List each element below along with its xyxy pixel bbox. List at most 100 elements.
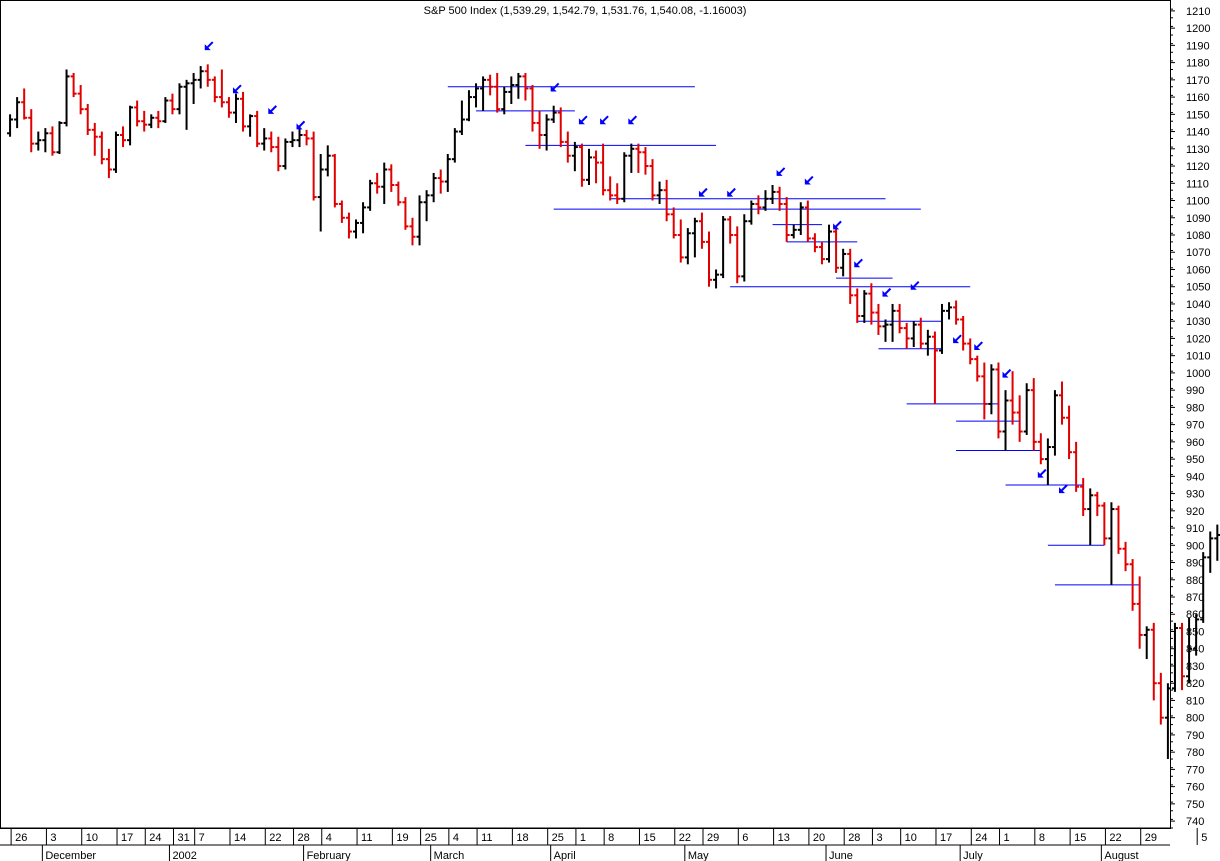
ohlc-bar bbox=[289, 131, 296, 148]
ohlc-bar bbox=[1101, 502, 1108, 546]
ohlc-bar bbox=[790, 224, 797, 239]
y-tick-label: 1200 bbox=[1186, 23, 1210, 35]
price-axis: 740 750 760 770 780 790 800 810 820 830 840 850 860 8… bbox=[1170, 6, 1210, 829]
x-month-label: March bbox=[434, 850, 465, 861]
x-day-label: 24 bbox=[975, 832, 987, 844]
ohlc-bar bbox=[734, 226, 741, 284]
ohlc-bar bbox=[840, 248, 847, 277]
x-day-label: 31 bbox=[178, 832, 190, 844]
ohlc-bar bbox=[1059, 381, 1065, 425]
arrow-head bbox=[268, 107, 275, 114]
x-day-label: 28 bbox=[848, 832, 860, 844]
ohlc-bar bbox=[1002, 390, 1009, 451]
y-tick-label: 930 bbox=[1186, 489, 1204, 501]
ohlc-bar bbox=[656, 181, 663, 204]
arrow-head bbox=[776, 169, 783, 176]
ohlc-bar bbox=[268, 131, 275, 153]
x-day-label: 8 bbox=[1039, 832, 1045, 844]
ohlc-bar bbox=[875, 303, 882, 335]
ohlc-bar bbox=[889, 303, 896, 342]
x-day-label: 19 bbox=[396, 832, 408, 844]
x-day-label: 10 bbox=[86, 832, 98, 844]
x-day-label: 6 bbox=[742, 832, 748, 844]
ohlc-bar bbox=[578, 143, 585, 187]
x-day-label: 29 bbox=[707, 832, 719, 844]
ohlc-bar bbox=[698, 212, 705, 249]
ohlc-bar bbox=[204, 64, 211, 87]
down-left-arrow-icon bbox=[833, 220, 842, 230]
ohlc-bar bbox=[112, 131, 119, 173]
ohlc-bar bbox=[56, 121, 63, 154]
ohlc-bar bbox=[783, 197, 790, 242]
down-left-arrow-icon bbox=[882, 287, 892, 297]
ohlc-bar bbox=[49, 126, 56, 156]
ohlc-bar bbox=[1186, 617, 1193, 684]
x-day-label: 3 bbox=[876, 832, 882, 844]
ohlc-bar bbox=[430, 172, 437, 203]
ohlc-bar bbox=[84, 103, 91, 136]
ohlc-bar bbox=[183, 79, 190, 130]
ohlc-bar bbox=[162, 97, 169, 123]
x-day-label: 1 bbox=[580, 832, 586, 844]
ohlc-bar bbox=[614, 183, 621, 204]
ohlc-bar bbox=[324, 145, 331, 177]
y-tick-label: 1130 bbox=[1186, 144, 1210, 156]
arrow-head bbox=[204, 44, 211, 51]
x-day-label: 3 bbox=[50, 832, 56, 844]
x-day-label: 11 bbox=[361, 832, 372, 844]
x-day-label: 17 bbox=[121, 832, 133, 844]
x-day-label: 26 bbox=[15, 832, 27, 844]
ohlc-bar bbox=[211, 76, 218, 103]
ohlc-bar bbox=[1037, 433, 1044, 465]
x-month-label: June bbox=[829, 850, 853, 861]
x-month-label: December bbox=[45, 850, 96, 861]
y-tick-label: 1160 bbox=[1186, 92, 1210, 104]
arrow-head bbox=[953, 337, 960, 344]
arrow-head bbox=[578, 118, 585, 125]
y-tick-label: 1030 bbox=[1186, 316, 1210, 328]
ohlc-bar bbox=[240, 91, 247, 132]
ohlc-bar bbox=[1207, 531, 1214, 573]
plot-area bbox=[0, 0, 1220, 829]
ohlc-bar bbox=[21, 88, 28, 120]
x-day-label: 11 bbox=[481, 832, 492, 844]
ohlc-bar bbox=[451, 128, 458, 163]
ohlc-bar bbox=[296, 126, 303, 148]
y-tick-label: 1070 bbox=[1186, 247, 1210, 259]
x-day-label: 7 bbox=[199, 832, 205, 844]
ohlc-bar bbox=[338, 200, 345, 223]
ohlc-bar bbox=[353, 219, 359, 239]
ohlc-bar bbox=[423, 190, 430, 222]
ohlc-bar bbox=[232, 93, 239, 123]
arrow-head bbox=[974, 344, 981, 351]
ohlc-bar bbox=[981, 362, 988, 420]
ohlc-bar bbox=[367, 179, 374, 211]
y-tick-label: 1010 bbox=[1186, 351, 1210, 363]
y-tick-label: 1100 bbox=[1186, 196, 1210, 208]
ohlc-bar bbox=[882, 319, 889, 342]
ohlc-bar bbox=[684, 228, 691, 265]
ohlc-bar bbox=[465, 90, 472, 122]
ohlc-bar bbox=[804, 200, 811, 242]
ohlc-bar bbox=[543, 114, 550, 151]
ohlc-bar bbox=[35, 131, 42, 151]
ohlc-bar bbox=[1009, 371, 1016, 425]
ohlc-bar bbox=[1094, 491, 1101, 516]
ohlc-bar bbox=[1150, 622, 1157, 701]
ohlc-bar bbox=[515, 72, 522, 99]
arrow-head bbox=[910, 283, 917, 290]
y-tick-label: 850 bbox=[1186, 626, 1204, 638]
chart-title: S&P 500 Index (1,539.29, 1,542.79, 1,531… bbox=[424, 5, 747, 17]
ohlc-bar bbox=[628, 143, 635, 173]
down-left-arrow-icon bbox=[854, 258, 863, 268]
ohlc-bar bbox=[974, 355, 981, 382]
ohlc-bar bbox=[360, 202, 367, 234]
ohlc-bar bbox=[663, 179, 670, 222]
x-day-label: 1 bbox=[1004, 832, 1010, 844]
ohlc-bar bbox=[395, 181, 402, 206]
down-left-arrow-icon bbox=[550, 82, 560, 92]
ohlc-bar bbox=[254, 110, 261, 148]
ohlc-bar bbox=[91, 122, 98, 156]
arrow-head bbox=[550, 85, 557, 92]
ohlc-bar bbox=[1122, 541, 1129, 572]
